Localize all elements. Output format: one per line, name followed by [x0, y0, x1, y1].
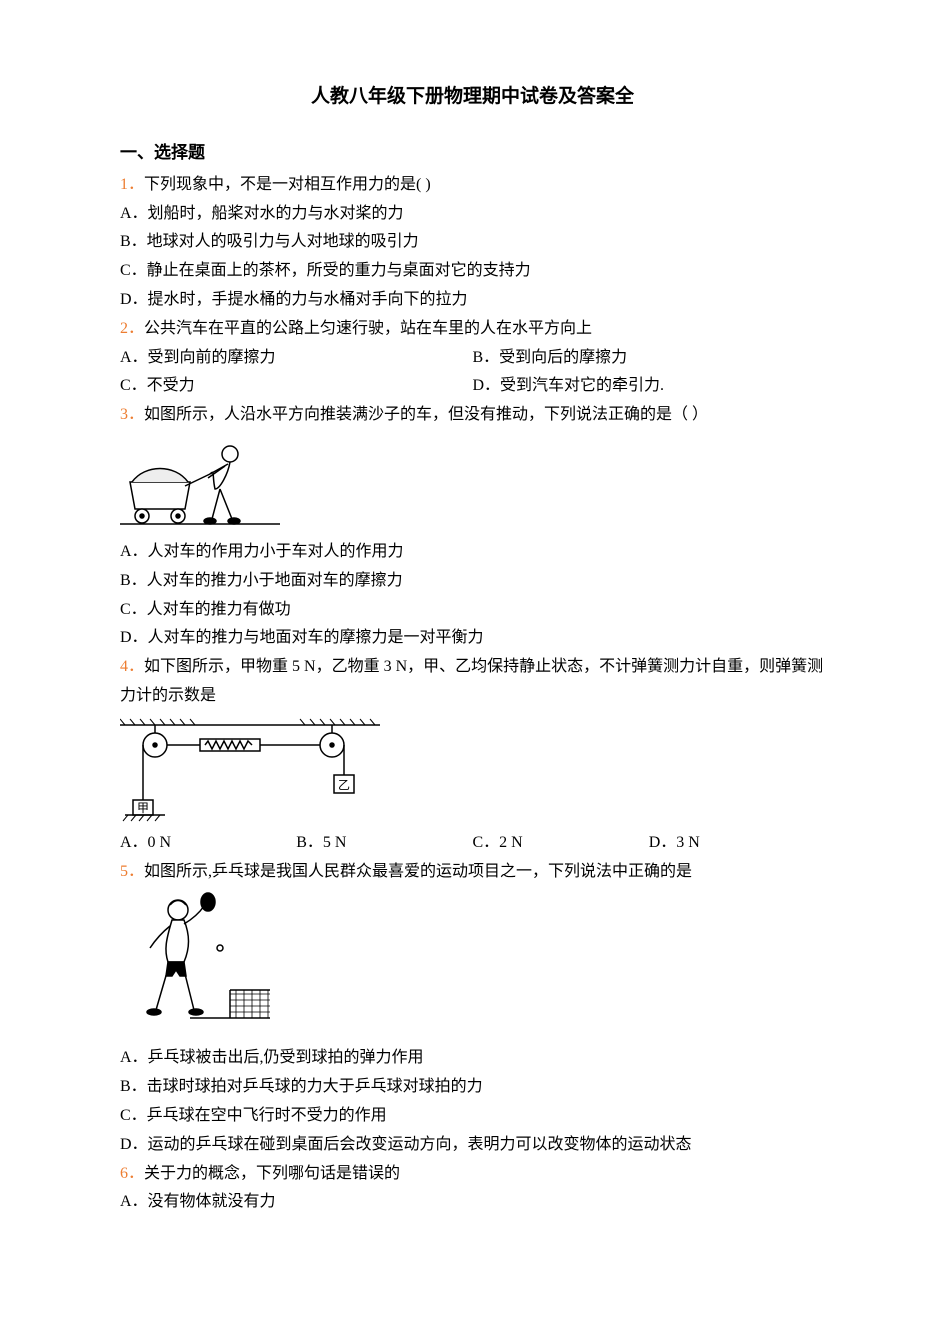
pingpong-player-icon [120, 890, 270, 1040]
svg-text:甲: 甲 [137, 801, 149, 815]
q5-figure [120, 890, 825, 1040]
q5-text: 如图所示,乒乓球是我国人民群众最喜爱的运动项目之一，下列说法中正确的是 [144, 863, 692, 880]
q1-opt-a: A．划船时，船桨对水的力与水对桨的力 [120, 200, 825, 229]
q2-opts-row1: A．受到向前的摩擦力 B．受到向后的摩擦力 [120, 344, 825, 373]
q4-stem: 4．如下图所示，甲物重 5 N，乙物重 3 N，甲、乙均保持静止状态，不计弹簧测… [120, 653, 825, 711]
q1-opt-c: C．静止在桌面上的茶杯，所受的重力与桌面对它的支持力 [120, 257, 825, 286]
q1-stem: 1．下列现象中，不是一对相互作用力的是( ) [120, 171, 825, 200]
q4-opt-a: A．0 N [120, 829, 296, 858]
q2-opts-row2: C．不受力 D．受到汽车对它的牵引力. [120, 372, 825, 401]
cart-push-icon [120, 434, 280, 534]
q5-opt-b: B．击球时球拍对乒乓球的力大于乒乓球对球拍的力 [120, 1073, 825, 1102]
q3-stem: 3．如图所示，人沿水平方向推装满沙子的车，但没有推动，下列说法正确的是（ ） [120, 401, 825, 430]
q4-opt-b: B．5 N [296, 829, 472, 858]
q5-opt-a: A．乒乓球被击出后,仍受到球拍的弹力作用 [120, 1044, 825, 1073]
q6-num: 6． [120, 1165, 144, 1182]
q4-opt-d: D．3 N [649, 829, 825, 858]
q5-opt-c: C．乒乓球在空中飞行时不受力的作用 [120, 1102, 825, 1131]
q3-opt-d: D．人对车的推力与地面对车的摩擦力是一对平衡力 [120, 624, 825, 653]
q5-num: 5． [120, 863, 144, 880]
q3-num: 3． [120, 406, 144, 423]
q4-num: 4． [120, 658, 144, 675]
q5-opt-d: D．运动的乒乓球在碰到桌面后会改变运动方向，表明力可以改变物体的运动状态 [120, 1131, 825, 1160]
q3-opt-c: C．人对车的推力有做功 [120, 596, 825, 625]
q1-opt-b: B．地球对人的吸引力与人对地球的吸引力 [120, 228, 825, 257]
q4-figure: 乙 甲 [120, 715, 825, 825]
q1-text: 下列现象中，不是一对相互作用力的是( ) [144, 176, 431, 193]
q6-opt-a: A．没有物体就没有力 [120, 1188, 825, 1217]
pulley-spring-icon: 乙 甲 [120, 715, 380, 825]
q2-num: 2． [120, 320, 144, 337]
q2-text: 公共汽车在平直的公路上匀速行驶，站在车里的人在水平方向上 [144, 320, 592, 337]
q2-opt-a: A．受到向前的摩擦力 [120, 344, 473, 373]
q6-text: 关于力的概念，下列哪句话是错误的 [144, 1165, 400, 1182]
q4-opt-c: C．2 N [473, 829, 649, 858]
section-1-header: 一、选择题 [120, 138, 825, 169]
q6-stem: 6．关于力的概念，下列哪句话是错误的 [120, 1160, 825, 1189]
q1-num: 1． [120, 176, 144, 193]
q2-opt-b: B．受到向后的摩擦力 [473, 344, 826, 373]
q3-figure [120, 434, 825, 534]
q4-opts: A．0 N B．5 N C．2 N D．3 N [120, 829, 825, 858]
q2-opt-c: C．不受力 [120, 372, 473, 401]
q1-opt-d: D．提水时，手提水桶的力与水桶对手向下的拉力 [120, 286, 825, 315]
q4-text: 如下图所示，甲物重 5 N，乙物重 3 N，甲、乙均保持静止状态，不计弹簧测力计… [120, 658, 823, 704]
q3-opt-b: B．人对车的推力小于地面对车的摩擦力 [120, 567, 825, 596]
q2-stem: 2．公共汽车在平直的公路上匀速行驶，站在车里的人在水平方向上 [120, 315, 825, 344]
svg-text:乙: 乙 [338, 778, 350, 792]
q3-opt-a: A．人对车的作用力小于车对人的作用力 [120, 538, 825, 567]
q5-stem: 5．如图所示,乒乓球是我国人民群众最喜爱的运动项目之一，下列说法中正确的是 [120, 858, 825, 887]
q3-text: 如图所示，人沿水平方向推装满沙子的车，但没有推动，下列说法正确的是（ ） [144, 406, 708, 423]
page-title: 人教八年级下册物理期中试卷及答案全 [120, 80, 825, 114]
q2-opt-d: D．受到汽车对它的牵引力. [473, 372, 826, 401]
